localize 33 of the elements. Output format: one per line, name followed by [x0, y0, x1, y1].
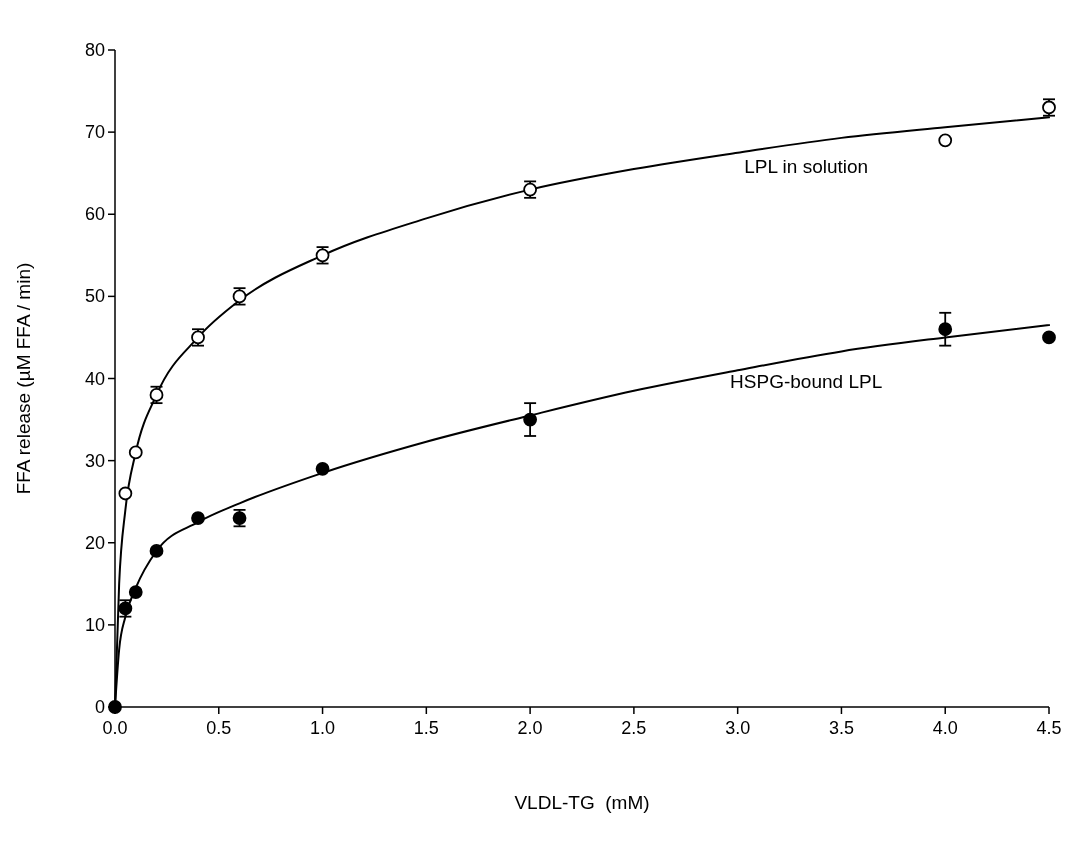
x-tick-label: 2.5	[621, 718, 647, 738]
x-tick-label: 4.5	[1036, 718, 1062, 738]
y-tick-label: 50	[84, 286, 105, 307]
point	[191, 511, 205, 526]
point	[128, 445, 143, 460]
point	[523, 412, 538, 427]
y-tick-label: 40	[84, 368, 105, 389]
x-tick-label: 3.0	[725, 718, 751, 738]
x-tick-label: 1.5	[413, 718, 439, 738]
point	[128, 585, 143, 599]
y-axis-title: FFA release (µM FFA / min)	[13, 262, 34, 495]
x-tick-label: 1.0	[310, 718, 336, 738]
point	[1042, 330, 1056, 345]
x-axis-title: VLDL-TG (mM)	[514, 792, 650, 813]
y-tick-label: 20	[84, 532, 105, 553]
y-tick-label: 10	[84, 614, 105, 635]
x-tick-label: 3.5	[828, 718, 854, 738]
point	[149, 544, 164, 558]
point	[938, 133, 953, 148]
y-tick-label: 70	[84, 122, 105, 143]
x-tick-label: 2.0	[517, 718, 543, 738]
x-tick-label: 4.0	[932, 718, 958, 738]
x-tick-label: 0.0	[102, 718, 128, 738]
point	[938, 322, 953, 337]
y-tick-label: 80	[84, 40, 105, 60]
series-label: LPL in solution	[744, 155, 869, 177]
y-tick-label: 60	[84, 204, 105, 225]
series-label: HSPG-bound LPL	[730, 370, 883, 392]
point	[118, 486, 133, 501]
x-tick-label: 0.5	[206, 718, 232, 738]
point	[315, 461, 330, 476]
y-tick-label: 0	[94, 697, 105, 717]
y-tick-label: 30	[84, 450, 105, 471]
